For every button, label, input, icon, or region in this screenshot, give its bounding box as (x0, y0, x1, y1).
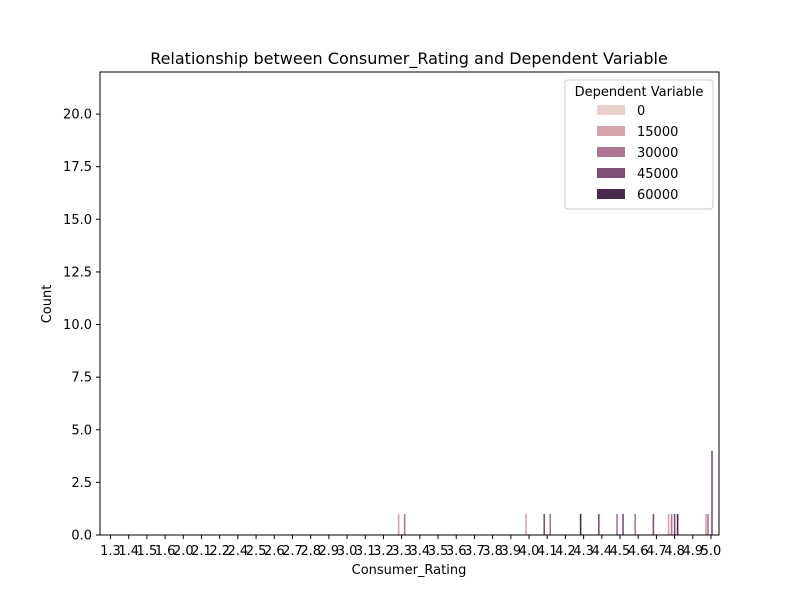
legend-label: 0 (637, 104, 645, 119)
x-tick-label: 3.6 (446, 544, 467, 559)
x-tick-label: 3.4 (410, 544, 431, 559)
x-tick-label: 4.8 (664, 544, 685, 559)
x-tick-label: 2.0 (173, 544, 194, 559)
x-tick-label: 2.8 (300, 544, 321, 559)
x-tick-label: 4.9 (682, 544, 703, 559)
x-axis-ticks: 1.31.41.51.62.02.12.22.42.52.62.72.82.93… (100, 535, 721, 559)
bar (622, 513, 624, 535)
bar (673, 513, 676, 535)
bar (525, 513, 527, 535)
bar (705, 513, 707, 535)
bar (667, 513, 670, 535)
y-tick-label: 20.0 (63, 108, 92, 123)
x-tick-label: 2.7 (282, 544, 303, 559)
x-tick-label: 4.7 (646, 544, 667, 559)
x-axis-label: Consumer_Rating (352, 563, 467, 578)
bar (634, 513, 637, 535)
legend-label: 45000 (637, 167, 678, 182)
x-tick-label: 1.4 (118, 544, 139, 559)
plot-frame (99, 71, 720, 536)
legend-swatch (597, 168, 625, 178)
legend: Dependent Variable 0 15000 30000 45000 60000 (564, 79, 714, 210)
bar (598, 513, 600, 535)
y-axis-ticks: 0.0 2.5 5.0 7.5 10.0 12.5 15.0 17.5 20.0 (63, 108, 100, 544)
x-tick-label: 4.5 (610, 544, 631, 559)
x-tick-label: 3.2 (373, 544, 394, 559)
x-tick-label: 2.6 (264, 544, 285, 559)
x-tick-label: 3.0 (337, 544, 358, 559)
bar (707, 513, 709, 535)
x-tick-label: 3.5 (428, 544, 449, 559)
y-tick-label: 0.0 (71, 529, 92, 544)
bar (711, 450, 713, 535)
x-tick-label: 1.3 (100, 544, 121, 559)
legend-entries: 0 15000 30000 45000 60000 (597, 104, 678, 203)
bar (543, 513, 546, 535)
x-tick-label: 3.9 (500, 544, 521, 559)
legend-title: Dependent Variable (575, 85, 704, 100)
x-tick-label: 2.2 (209, 544, 230, 559)
x-tick-label: 3.8 (482, 544, 503, 559)
bar (670, 513, 673, 535)
chart-title: Relationship between Consumer_Rating and… (150, 49, 668, 69)
bar (397, 513, 400, 535)
x-tick-label: 2.1 (191, 544, 212, 559)
x-tick-label: 2.9 (319, 544, 340, 559)
y-tick-label: 2.5 (71, 476, 92, 491)
x-tick-label: 4.0 (519, 544, 540, 559)
y-tick-label: 15.0 (63, 213, 92, 228)
legend-swatch (597, 189, 625, 199)
bar (549, 513, 552, 535)
bar (616, 513, 618, 535)
x-tick-label: 3.1 (355, 544, 376, 559)
x-tick-label: 4.3 (573, 544, 594, 559)
legend-label: 15000 (637, 125, 678, 140)
x-tick-label: 4.1 (537, 544, 558, 559)
legend-swatch (597, 105, 625, 115)
legend-swatch (597, 126, 625, 136)
x-tick-label: 2.4 (228, 544, 249, 559)
x-tick-label: 3.3 (391, 544, 412, 559)
x-tick-label: 4.2 (555, 544, 576, 559)
legend-label: 60000 (637, 188, 678, 203)
y-tick-label: 17.5 (63, 160, 92, 175)
x-tick-label: 4.6 (628, 544, 649, 559)
y-tick-label: 5.0 (71, 423, 92, 438)
x-tick-label: 1.6 (155, 544, 176, 559)
legend-swatch (597, 147, 625, 157)
bar (403, 513, 406, 535)
bar (579, 513, 582, 535)
x-tick-label: 3.7 (464, 544, 485, 559)
legend-label: 30000 (637, 146, 678, 161)
x-tick-label: 1.5 (137, 544, 158, 559)
x-tick-label: 4.4 (591, 544, 612, 559)
y-tick-label: 10.0 (63, 318, 92, 333)
y-tick-label: 7.5 (71, 371, 92, 386)
y-tick-label: 12.5 (63, 265, 92, 280)
x-tick-label: 2.5 (246, 544, 267, 559)
bars-layer (397, 450, 713, 535)
bar (676, 513, 679, 535)
bar (652, 513, 655, 535)
x-tick-label: 5.0 (701, 544, 722, 559)
y-axis-label: Count (40, 285, 55, 324)
